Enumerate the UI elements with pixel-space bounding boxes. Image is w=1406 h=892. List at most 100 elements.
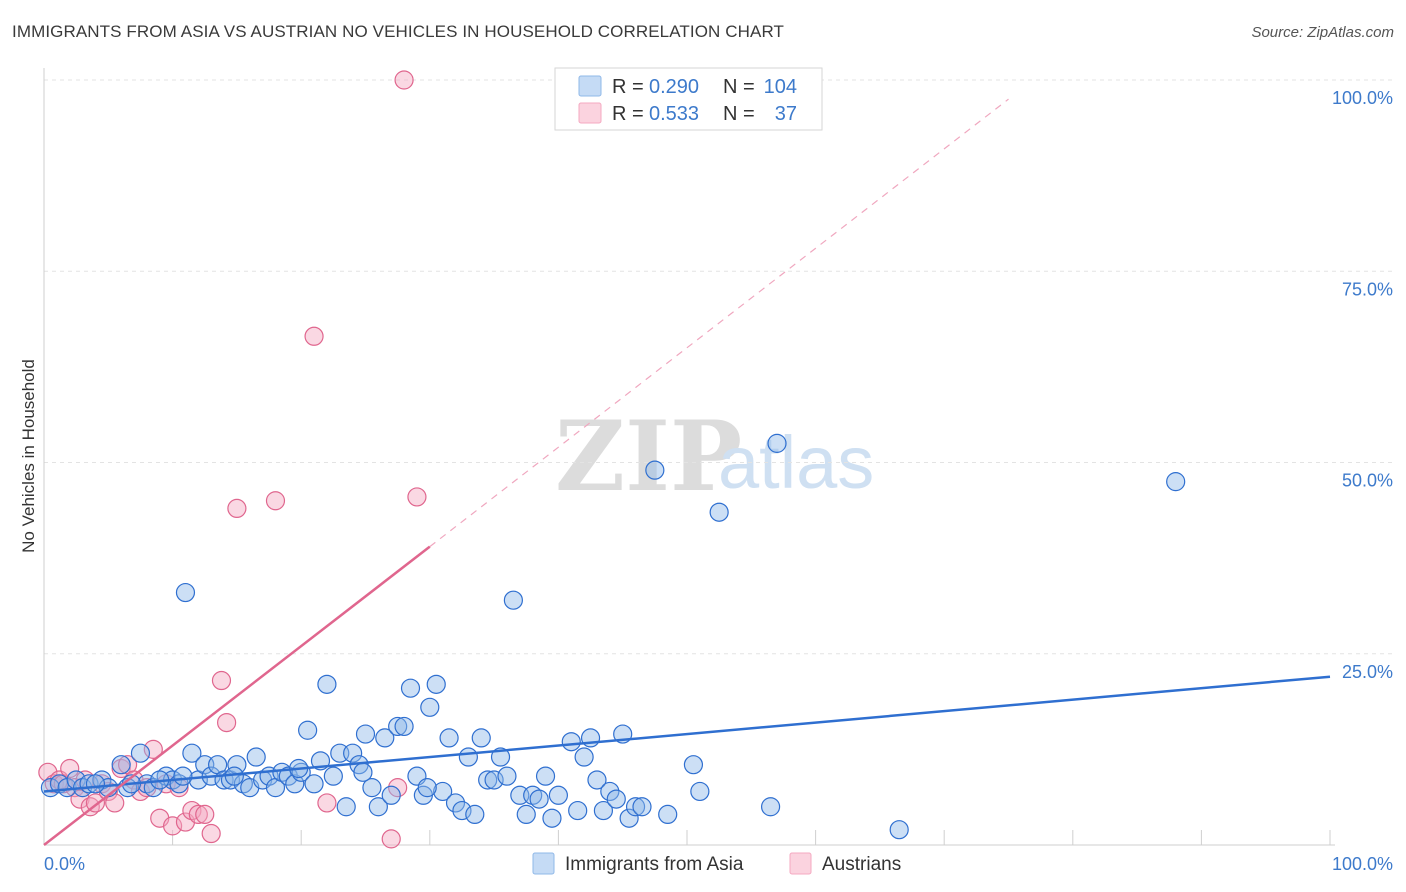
asia-point — [417, 778, 437, 798]
legend-r-label-asia: R = — [612, 76, 644, 98]
asia-point — [587, 770, 607, 790]
austrians-point — [265, 491, 286, 511]
asia-point — [625, 797, 646, 817]
asia-point — [355, 724, 376, 744]
asia-point — [535, 766, 556, 786]
chart-title: IMMIGRANTS FROM ASIA VS AUSTRIAN NO VEHI… — [12, 22, 784, 41]
x-ticks — [43, 830, 1331, 845]
austrians-point — [317, 793, 337, 813]
asia-point — [690, 781, 710, 802]
asia-point — [593, 800, 614, 821]
asia-point — [497, 766, 517, 786]
austrians-point — [388, 778, 408, 798]
asia-point — [362, 778, 382, 798]
bottom-legend: Immigrants from Asia Austrians — [532, 852, 901, 875]
legend: R = 0.290 N = 104 R = 0.533 N = 37 — [554, 67, 823, 131]
asia-point — [600, 781, 620, 802]
asia-point — [542, 808, 562, 828]
x-tick-label-min: 0.0% — [44, 854, 85, 874]
y-tick-label: 50.0% — [1342, 471, 1393, 491]
austrians-point — [394, 70, 414, 90]
watermark-zip: ZIP — [555, 400, 742, 513]
asia-point — [503, 590, 523, 610]
austrians-point — [188, 804, 208, 825]
austrians-point — [60, 758, 80, 779]
bottom-legend-swatch-asia — [532, 852, 555, 875]
asia-point — [426, 674, 446, 694]
y-tick-label: 25.0% — [1342, 662, 1393, 682]
trend-lines — [43, 98, 1331, 846]
austrians-trend-extension — [429, 98, 1009, 548]
austrians-point — [143, 739, 163, 759]
axes — [43, 68, 1335, 846]
asia-point — [445, 793, 466, 813]
asia-point — [304, 774, 324, 794]
asia-point — [433, 781, 453, 802]
asia-point — [439, 728, 459, 748]
asia-point — [394, 716, 414, 737]
asia-point — [343, 743, 363, 763]
asia-point — [658, 804, 678, 825]
asia-point — [336, 797, 356, 817]
y-tick-labels: 25.0% 50.0% 75.0% 100.0% — [1332, 88, 1393, 682]
asia-point — [478, 770, 498, 790]
asia-point — [381, 785, 401, 805]
asia-point — [889, 820, 909, 840]
asia-point — [760, 797, 781, 817]
asia-point — [400, 678, 421, 698]
asia-point — [375, 728, 395, 748]
asia-point — [323, 766, 343, 786]
asia-point — [645, 460, 665, 480]
legend-n-value-austrians: 37 — [775, 103, 797, 125]
asia-point — [632, 797, 652, 817]
asia-point — [471, 728, 491, 748]
asia-points — [40, 433, 1186, 840]
asia-point — [709, 502, 729, 522]
legend-r-value-asia: 0.290 — [649, 76, 699, 98]
asia-trend-line — [43, 675, 1331, 793]
austrians-point — [195, 804, 215, 825]
austrians-point — [70, 789, 90, 809]
y-axis-label: No Vehicles in Household — [19, 359, 38, 553]
asia-point — [182, 743, 202, 763]
austrians-point — [381, 829, 401, 849]
asia-point — [465, 804, 485, 825]
austrians-point — [163, 816, 183, 836]
asia-point — [683, 755, 704, 775]
asia-point — [548, 785, 569, 805]
y-tick-label: 75.0% — [1342, 279, 1393, 299]
asia-point — [606, 789, 626, 809]
source-label: Source: ZipAtlas.com — [1251, 24, 1394, 41]
asia-point — [516, 804, 536, 825]
asia-point — [458, 747, 478, 767]
austrians-trend-line — [43, 545, 431, 846]
asia-point — [278, 766, 298, 786]
legend-swatch-austrians — [578, 102, 602, 124]
asia-point — [490, 747, 511, 767]
x-tick-label-max: 100.0% — [1332, 854, 1393, 874]
y-tick-label: 100.0% — [1332, 88, 1393, 108]
asia-point — [298, 720, 318, 740]
asia-point — [285, 774, 305, 794]
asia-point — [111, 755, 131, 775]
asia-point — [568, 800, 588, 821]
asia-point — [452, 800, 472, 821]
austrians-point — [38, 762, 58, 782]
asia-point — [130, 743, 151, 763]
asia-point — [388, 716, 408, 737]
legend-r-value-austrians: 0.533 — [649, 103, 699, 125]
austrians-point — [304, 326, 324, 346]
austrians-point — [211, 670, 232, 691]
legend-swatch-asia — [578, 75, 602, 97]
asia-point — [561, 732, 581, 752]
gridlines — [44, 79, 1393, 655]
legend-n-label-austrians: N = — [723, 103, 755, 125]
asia-point — [619, 808, 639, 828]
asia-point — [317, 674, 337, 694]
asia-point — [175, 582, 196, 603]
austrians-point — [217, 712, 237, 733]
austrians-point — [201, 823, 221, 844]
bottom-legend-label-asia: Immigrants from Asia — [565, 854, 744, 875]
austrians-point — [407, 487, 427, 507]
